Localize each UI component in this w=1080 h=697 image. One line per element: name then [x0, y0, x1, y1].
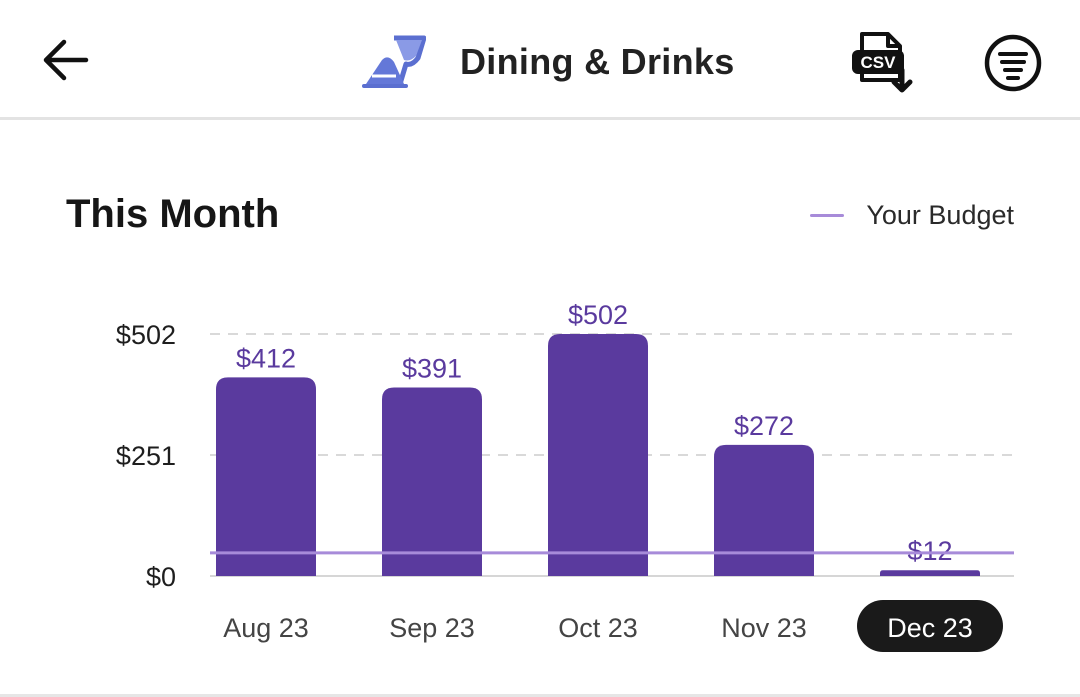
bar [216, 377, 316, 576]
month-label[interactable]: Dec 23 [887, 613, 973, 643]
csv-label: CSV [861, 53, 897, 72]
bar [714, 444, 814, 576]
month-label[interactable]: Aug 23 [223, 613, 309, 643]
chart-legend: Your Budget [810, 200, 1014, 231]
budget-legend-swatch [810, 214, 845, 217]
y-tick-label: $251 [116, 441, 176, 471]
bar [548, 334, 648, 576]
filter-menu-button[interactable] [982, 32, 1044, 94]
bar-value-label: $502 [568, 300, 628, 330]
back-button[interactable] [36, 30, 96, 90]
bar [880, 570, 980, 576]
bar-value-label: $391 [402, 354, 462, 384]
dining-drinks-icon [362, 35, 426, 88]
bar [382, 387, 482, 576]
bar-value-label: $272 [734, 411, 794, 441]
section-title: This Month [66, 192, 280, 236]
y-tick-label: $502 [116, 320, 176, 350]
header-title-group: Dining & Drinks [362, 32, 735, 92]
bottom-divider [0, 694, 1080, 697]
csv-download-icon: CSV [852, 32, 913, 93]
page-title: Dining & Drinks [460, 41, 735, 82]
bar-value-label: $12 [907, 536, 952, 566]
filter-lines-icon [984, 34, 1042, 92]
app-header: Dining & Drinks CSV [0, 0, 1080, 120]
month-label[interactable]: Nov 23 [721, 613, 807, 643]
arrow-left-icon [43, 39, 89, 81]
month-label[interactable]: Sep 23 [389, 613, 475, 643]
month-label[interactable]: Oct 23 [558, 613, 638, 643]
csv-export-button[interactable]: CSV [848, 30, 918, 96]
y-tick-label: $0 [146, 562, 176, 592]
budget-legend-label: Your Budget [866, 200, 1014, 230]
bar-value-label: $412 [236, 343, 296, 373]
selected-month-pill[interactable] [857, 600, 1003, 652]
